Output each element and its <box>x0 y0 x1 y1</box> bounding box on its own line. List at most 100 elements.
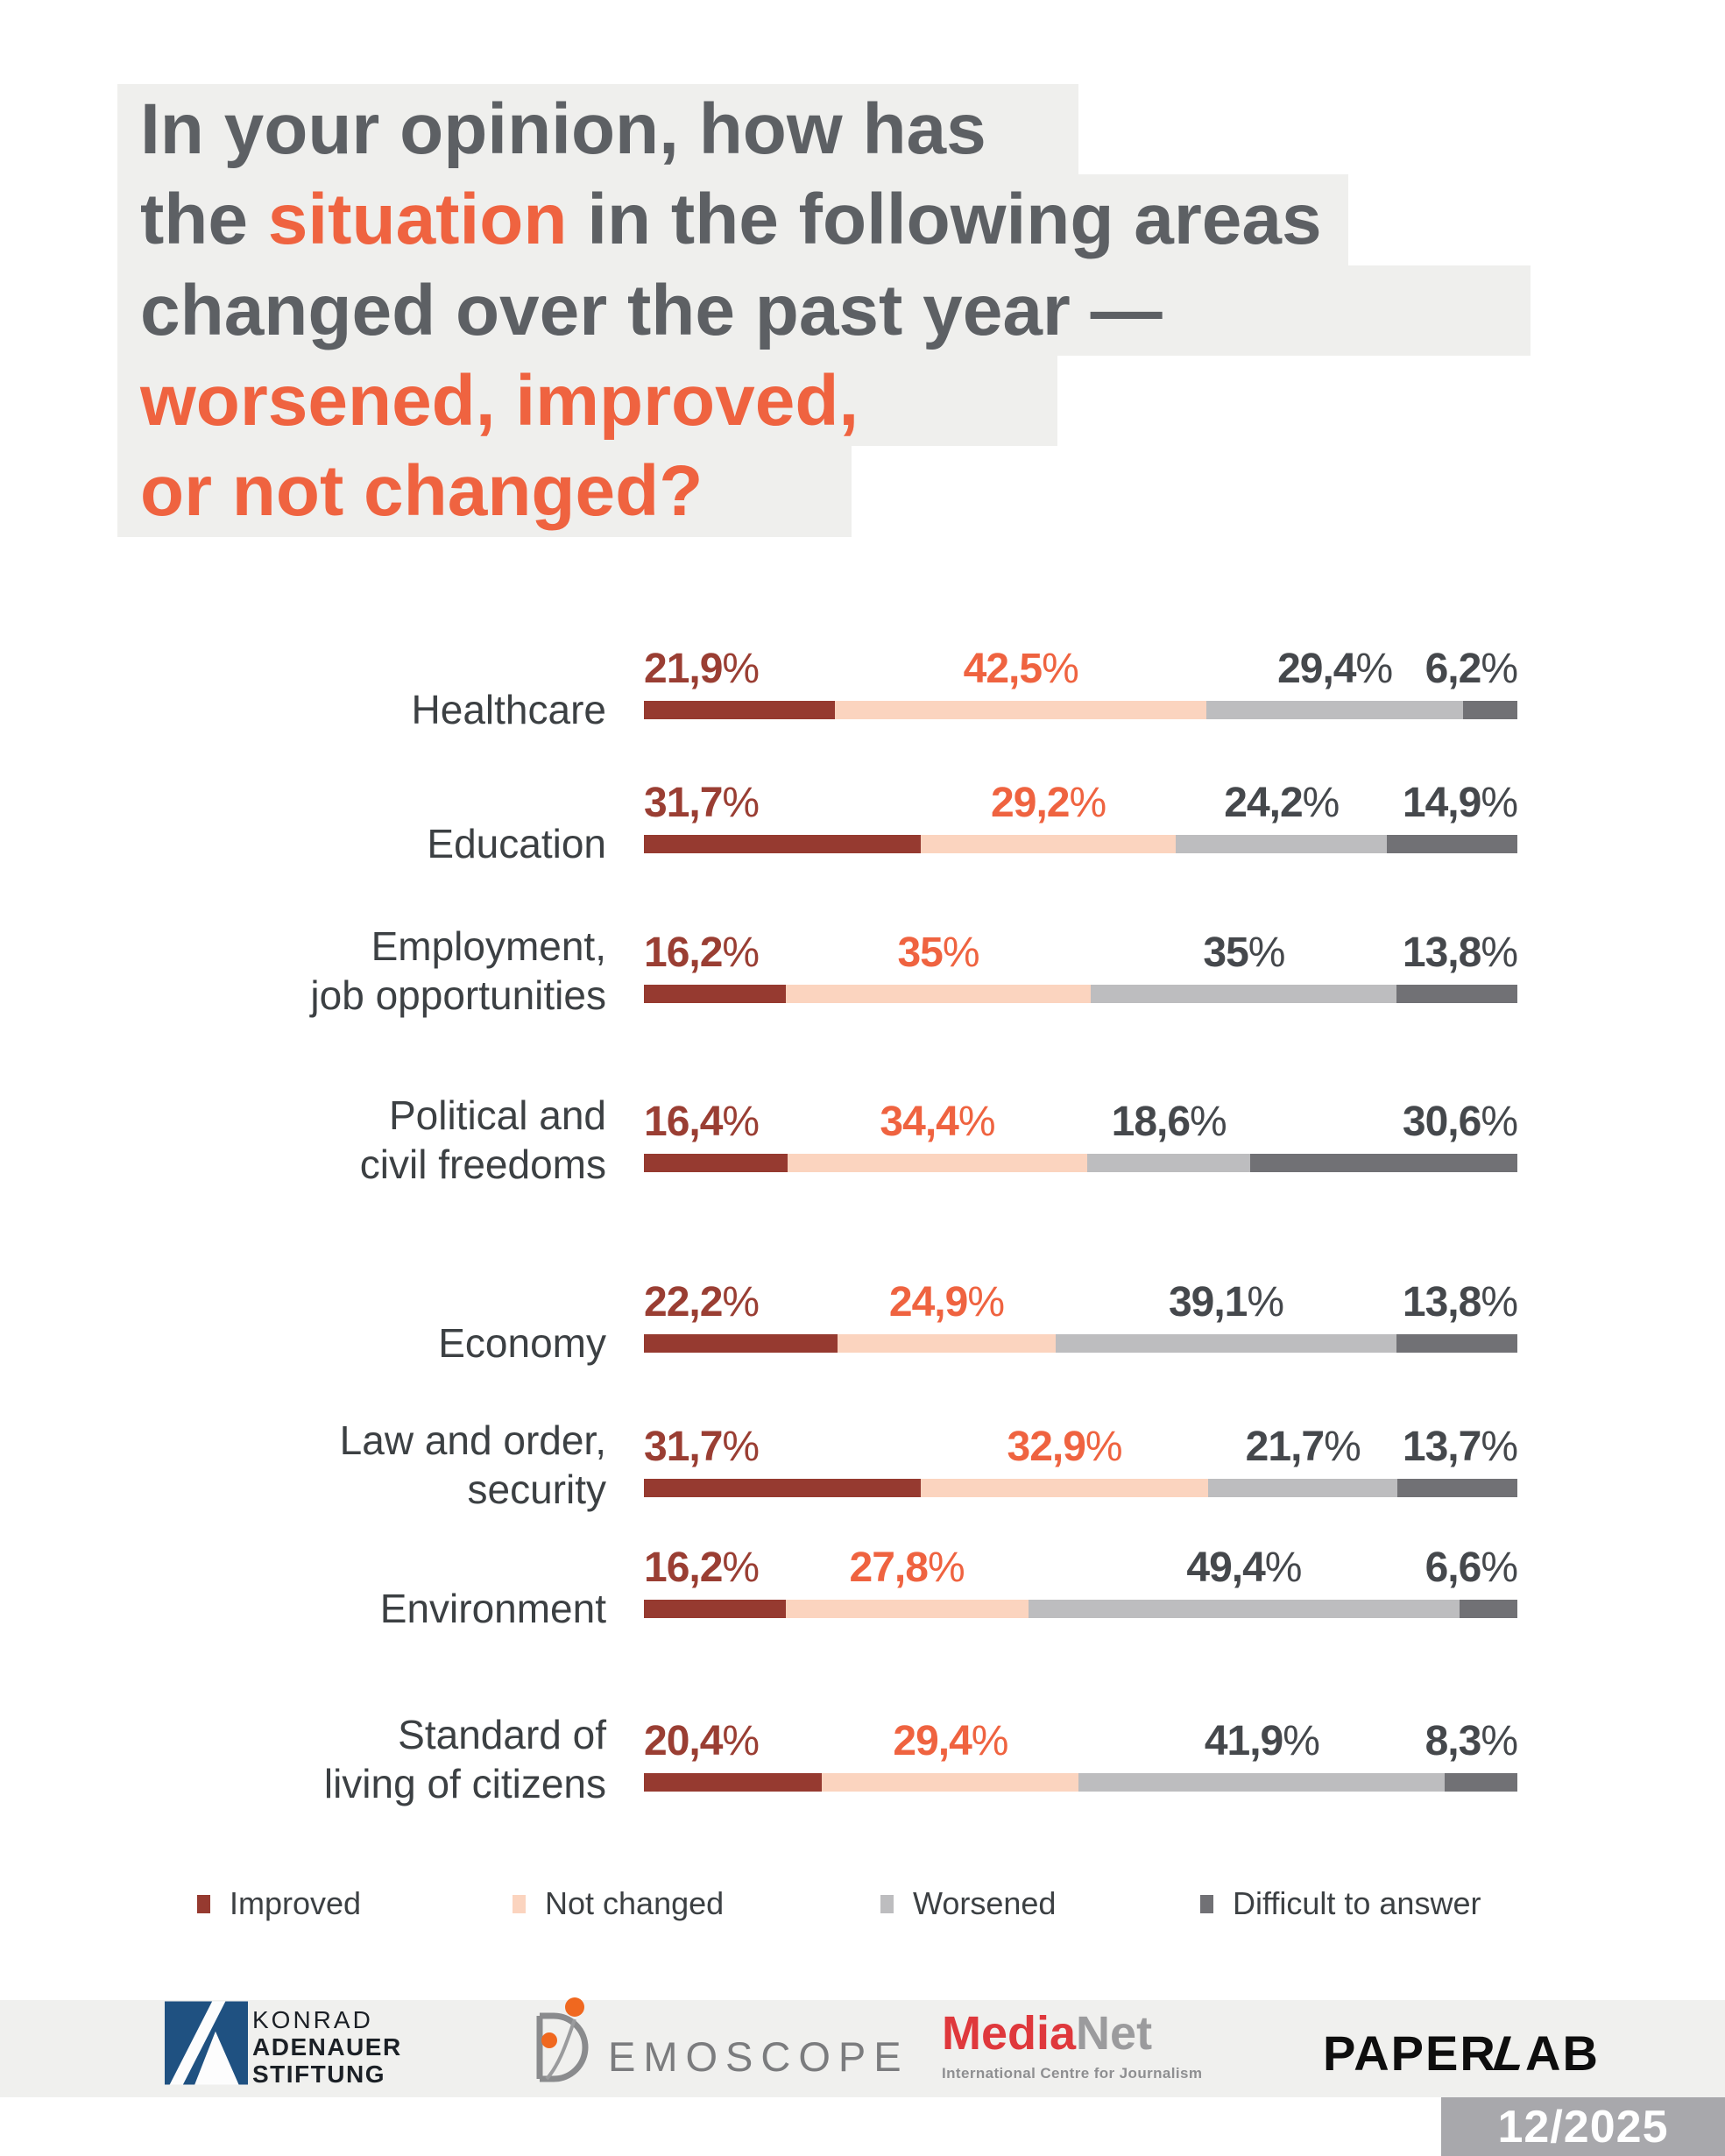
legend-item-improved: Improved <box>197 1885 361 1922</box>
percent-sign: % <box>1264 1545 1303 1591</box>
value-label-improved: 31,7% <box>644 780 760 826</box>
paperlab-post: AB <box>1525 2025 1600 2081</box>
bar-segment-worsened <box>1208 1479 1398 1497</box>
value-number: 31,7 <box>644 1424 723 1470</box>
bar-segment-not-changed <box>921 1479 1209 1497</box>
bar-segment-not-changed <box>787 1154 1088 1172</box>
value-number: 34,4 <box>880 1099 958 1145</box>
bar-segment-worsened <box>1055 1334 1397 1353</box>
legend-label-difficult: Difficult to answer <box>1233 1885 1481 1921</box>
category-label-employment-job-opportunities: Employment, job opportunities <box>88 922 606 1020</box>
bar-segment-worsened <box>1028 1600 1460 1618</box>
legend-item-worsened: Worsened <box>880 1885 1056 1922</box>
kas-logo-text: KONRAD ADENAUER STIFTUNG <box>252 2006 402 2088</box>
bar-segment-not-changed <box>785 1600 1029 1618</box>
bar-segment-not-changed <box>921 835 1177 853</box>
bar-standard-of-living-of-citizens <box>644 1773 1517 1792</box>
value-number: 21,7 <box>1245 1424 1325 1470</box>
percent-sign: % <box>722 1545 760 1591</box>
percent-sign: % <box>1283 1718 1320 1764</box>
title-line-5: or not changed? <box>117 446 1531 537</box>
value-labels-row: 22,2% 24,9% 39,1% 13,8% <box>644 1279 1518 1325</box>
percent-sign: % <box>722 1718 760 1764</box>
value-labels-row: 20,4% 29,4% 41,9% 8,3% <box>644 1718 1518 1764</box>
value-labels-row: 21,9% 42,5% 29,4% 6,2% <box>644 646 1518 692</box>
kas-logo-icon <box>165 2001 248 2085</box>
kas-line-2: ADENAUER <box>252 2033 402 2061</box>
value-number: 29,2 <box>991 780 1070 826</box>
value-label-improved: 21,9% <box>644 646 760 692</box>
title-line-2: the situation in the following areas <box>117 174 1531 265</box>
percent-sign: % <box>722 780 760 826</box>
kas-line-1: KONRAD <box>252 2006 373 2033</box>
value-number: 24,9 <box>888 1279 968 1325</box>
value-label-worsened: 35% <box>1203 930 1286 976</box>
bar-segment-worsened <box>1206 701 1464 719</box>
title-text-2a: the <box>140 180 268 260</box>
demoscope-logo-text: EMOSCOPE <box>608 2033 909 2080</box>
value-label-difficult-to-answer: 13,8% <box>1403 1280 1518 1325</box>
value-number: 42,5 <box>963 646 1043 692</box>
bar-education <box>644 835 1517 853</box>
value-number: 16,4 <box>644 1099 723 1145</box>
category-label-line: Standard of <box>398 1712 606 1757</box>
bar-segment-improved <box>644 1154 788 1172</box>
percent-sign: % <box>1481 1545 1518 1591</box>
date-text: 12/2025 <box>1497 2101 1669 2152</box>
legend-item-not-changed: Not changed <box>513 1885 724 1922</box>
demoscope-logo: EMOSCOPE <box>526 1997 909 2086</box>
category-label-line: Healthcare <box>411 687 606 732</box>
percent-sign: % <box>722 1424 760 1470</box>
bar-segment-worsened <box>1078 1773 1446 1792</box>
bar-political-and-civil-freedoms <box>644 1154 1517 1172</box>
bar-law-and-order-security <box>644 1479 1517 1497</box>
legend-item-difficult: Difficult to answer <box>1200 1885 1481 1922</box>
legend-swatch-improved <box>197 1894 210 1913</box>
value-label-worsened: 24,2% <box>1224 781 1340 826</box>
medianet-media: Media <box>942 2007 1077 2060</box>
value-number: 32,9 <box>1007 1424 1085 1470</box>
value-label-not-changed: 24,9% <box>888 1279 1005 1325</box>
percent-sign: % <box>1085 1424 1123 1470</box>
category-label-education: Education <box>88 819 606 868</box>
value-labels-row: 31,7% 32,9% 21,7% 13,7% <box>644 1424 1518 1470</box>
legend-swatch-not-changed <box>513 1894 526 1913</box>
value-label-not-changed: 27,8% <box>850 1545 965 1591</box>
value-label-worsened: 21,7% <box>1246 1424 1361 1470</box>
percent-sign: % <box>1481 646 1518 692</box>
percent-sign: % <box>958 1099 996 1145</box>
percent-sign: % <box>722 646 760 692</box>
demoscope-d-icon <box>536 1997 589 2082</box>
category-label-political-and-civil-freedoms: Political and civil freedoms <box>88 1091 606 1189</box>
legend-swatch-worsened <box>880 1894 894 1913</box>
legend-label-worsened: Worsened <box>913 1885 1057 1921</box>
percent-sign: % <box>927 1545 965 1591</box>
title-highlight-situation: situation <box>267 180 568 260</box>
value-number: 41,9 <box>1204 1718 1283 1764</box>
value-label-difficult-to-answer: 8,3% <box>1425 1718 1518 1764</box>
value-number: 16,2 <box>644 930 723 976</box>
value-labels-row: 31,7% 29,2% 24,2% 14,9% <box>644 780 1518 826</box>
bar-segment-improved <box>644 1479 922 1497</box>
value-label-difficult-to-answer: 14,9% <box>1403 781 1518 826</box>
value-number: 18,6 <box>1111 1099 1191 1145</box>
bar-employment-job-opportunities <box>644 985 1517 1003</box>
title-line-1: In your opinion, how has <box>117 84 1531 175</box>
paperlab-pre: PAPER <box>1323 2025 1497 2081</box>
value-label-difficult-to-answer: 13,7% <box>1403 1424 1518 1470</box>
value-label-improved: 20,4% <box>644 1718 760 1764</box>
category-label-line: security <box>467 1467 606 1512</box>
bar-segment-worsened <box>1176 835 1388 853</box>
value-number: 8,3 <box>1425 1718 1482 1764</box>
category-label-healthcare: Healthcare <box>88 685 606 734</box>
percent-sign: % <box>1481 1424 1518 1470</box>
bar-segment-difficult-to-answer <box>1445 1773 1517 1792</box>
value-number: 49,4 <box>1186 1545 1265 1591</box>
value-number: 6,6 <box>1425 1545 1482 1591</box>
percent-sign: % <box>1248 930 1286 976</box>
value-label-improved: 16,4% <box>644 1099 760 1145</box>
category-label-environment: Environment <box>88 1584 606 1633</box>
value-number: 16,2 <box>644 1545 723 1591</box>
footer: KONRAD ADENAUER STIFTUNG EMOSCOPE MediaN… <box>0 1997 1725 2097</box>
percent-sign: % <box>1481 930 1518 976</box>
